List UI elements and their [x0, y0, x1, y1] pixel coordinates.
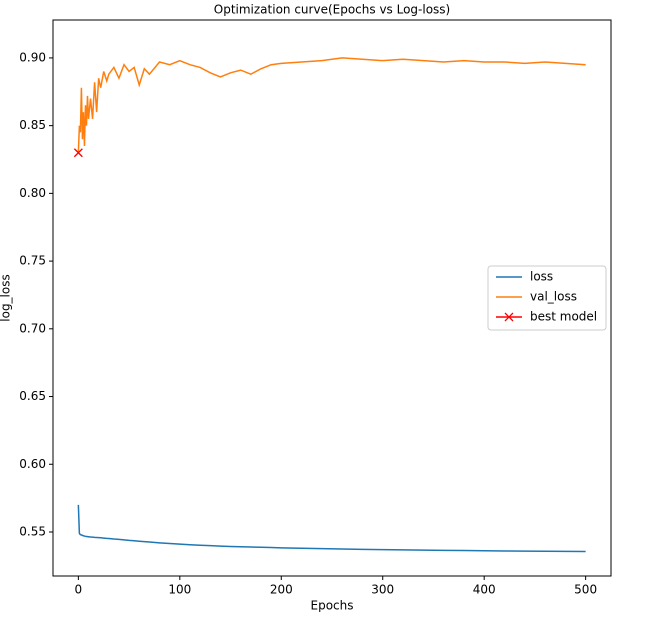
y-tick-label: 0.85: [19, 118, 46, 132]
plot-frame: [52, 19, 612, 577]
legend-label: val_loss: [530, 290, 577, 304]
line: [77, 57, 586, 153]
legend-box: [487, 265, 607, 331]
x-axis-label: Epochs: [311, 599, 354, 613]
chart-title: Optimization curve(Epochs vs Log-loss): [214, 3, 450, 17]
x-tick-label: 100: [168, 583, 191, 597]
y-tick-label: 0.60: [19, 457, 46, 471]
y-axis-label: log_loss: [0, 274, 13, 321]
y-tick-label: 0.55: [19, 524, 46, 538]
y-tick-label: 0.70: [19, 321, 46, 335]
y-tick-label: 0.75: [19, 254, 46, 268]
x-tick-label: 500: [574, 583, 597, 597]
legend-label: loss: [530, 270, 553, 284]
x-tick-label: 0: [75, 583, 83, 597]
x-tick-label: 200: [270, 583, 293, 597]
y-tick-label: 0.65: [19, 389, 46, 403]
line: [77, 504, 586, 553]
y-tick-label: 0.80: [19, 186, 46, 200]
x-tick-label: 300: [371, 583, 394, 597]
legend-label: best model: [530, 310, 597, 324]
y-tick-label: 0.90: [19, 50, 46, 64]
marker: [73, 148, 83, 158]
marker: [504, 312, 514, 322]
x-tick-label: 400: [473, 583, 496, 597]
